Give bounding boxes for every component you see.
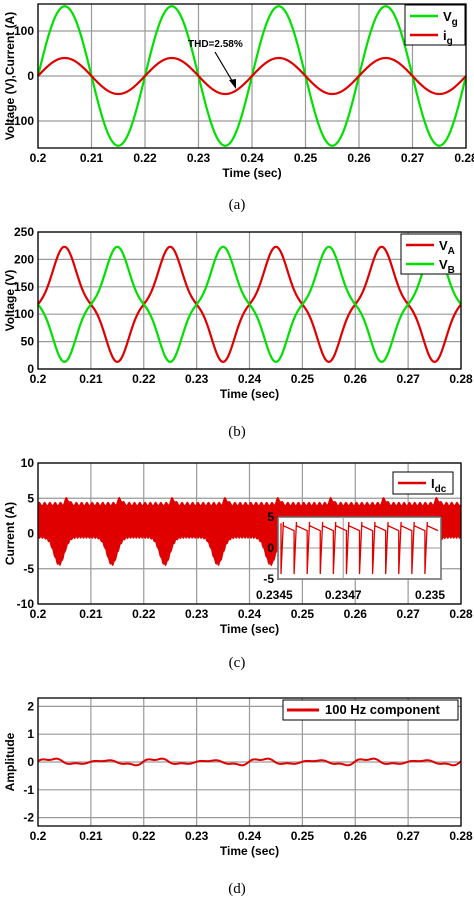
chart-a-x-tick-label: 0.24 <box>240 151 264 165</box>
chart-d-y-tick-label: 2 <box>27 699 34 713</box>
chart-a-legend <box>404 4 466 46</box>
chart-d-legend <box>282 699 459 721</box>
chart-d-x-tick-label: 0.25 <box>291 829 315 843</box>
chart-a-x-tick-label: 0.23 <box>187 151 211 165</box>
chart-b-x-tick-label: 0.28 <box>449 372 473 386</box>
chart-c-inset-series-line <box>280 521 439 575</box>
chart-c-y-tick-label: 0 <box>27 527 34 541</box>
chart-c-x-tick-label: 0.27 <box>396 607 420 621</box>
chart-a-x-axis-label: Time (sec) <box>222 166 281 180</box>
chart-d-y-axis-label: Amplitude <box>3 732 17 791</box>
chart-a-annotation: THD=2.58% <box>188 39 243 50</box>
chart-b-x-axis-label: Time (sec) <box>220 387 279 401</box>
chart-c-inset-y-tick-label: 0 <box>267 541 274 555</box>
chart-c-caption: (c) <box>229 655 246 671</box>
chart-a-caption: (a) <box>229 197 246 213</box>
chart-b-y-tick-label: 100 <box>14 307 34 321</box>
chart-b-caption: (b) <box>228 424 246 440</box>
chart-c-x-tick-label: 0.2 <box>30 607 47 621</box>
chart-a-y-axis-label: Voltage (V),Current (A) <box>3 12 17 140</box>
chart-a-x-tick-label: 0.26 <box>347 151 371 165</box>
chart-d: 0.2 0.21 0.22 0.23 0.24 0.25 0.26 0.27 0.28 -2 -1 0… <box>3 697 473 897</box>
chart-a: 0.2 0.21 0.22 0.23 0.24 0.25 0.26 0.27 0.28 -100 0… <box>3 3 474 213</box>
chart-c-x-axis-label: Time (sec) <box>220 622 279 636</box>
chart-b-y-tick-label: 150 <box>14 280 34 294</box>
chart-b-legend <box>400 233 462 275</box>
chart-a-x-tick-label: 0.27 <box>401 151 425 165</box>
chart-d-frame <box>37 697 462 827</box>
chart-c-y-axis-label: Current (A) <box>3 502 17 565</box>
chart-b-y-tick-label: 200 <box>14 252 34 266</box>
chart-c-inset-y-tick-label: 5 <box>267 510 274 524</box>
chart-c-x-tick-label: 0.23 <box>185 607 209 621</box>
series-line <box>37 56 467 96</box>
chart-d-y-tick-label: -2 <box>23 811 34 825</box>
chart-b-y-axis-label: Voltage (V) <box>3 270 17 332</box>
chart-c-inset: -5 0 5 0.2345 0.2347 0.235 <box>256 510 445 602</box>
chart-b-x-tick-label: 0.21 <box>79 372 103 386</box>
chart-a-annotation-arrow <box>214 51 235 85</box>
chart-a-annotation-arrowhead <box>229 79 236 89</box>
chart-c-x-tick-label: 0.21 <box>79 607 103 621</box>
chart-b-y-tick-label: 50 <box>21 335 35 349</box>
chart-b-frame <box>37 231 462 370</box>
chart-c-y-tick-label: 5 <box>27 491 34 505</box>
chart-b-y-tick-label: 250 <box>14 225 34 239</box>
chart-a-y-tick-label: -100 <box>10 114 34 128</box>
chart-b-x-tick-label: 0.26 <box>344 372 368 386</box>
chart-a-legend-label: ig <box>443 28 453 47</box>
chart-b-x-tick-label: 0.27 <box>396 372 420 386</box>
chart-b-x-tick-label: 0.24 <box>238 372 262 386</box>
chart-c-inset-y-tick-label: -5 <box>263 572 274 586</box>
chart-a-x-tick-label: 0.2 <box>30 151 47 165</box>
chart-c-x-tick-label: 0.25 <box>291 607 315 621</box>
chart-c-y-tick-label: -5 <box>23 562 34 576</box>
chart-d-x-tick-label: 0.26 <box>344 829 368 843</box>
series-line <box>37 245 462 363</box>
chart-b-x-tick-label: 0.23 <box>185 372 209 386</box>
chart-a-frame <box>37 3 467 149</box>
chart-c-x-tick-label: 0.28 <box>449 607 473 621</box>
chart-a-y-tick-label: 0 <box>27 69 34 83</box>
chart-d-y-tick-label: -1 <box>23 783 34 797</box>
chart-c-inset-x-tick-label: 0.2347 <box>325 588 362 602</box>
chart-a-y-tick-label: 100 <box>14 24 34 38</box>
chart-c-x-tick-label: 0.22 <box>132 607 156 621</box>
chart-d-x-tick-label: 0.21 <box>79 829 103 843</box>
chart-d-x-tick-label: 0.27 <box>396 829 420 843</box>
chart-d-caption: (d) <box>228 881 246 897</box>
chart-a-x-tick-label: 0.28 <box>454 151 474 165</box>
chart-d-x-tick-label: 0.24 <box>238 829 262 843</box>
chart-b-y-tick-label: 0 <box>27 362 34 376</box>
chart-a-x-tick-label: 0.21 <box>80 151 104 165</box>
chart-d-x-tick-label: 0.22 <box>132 829 156 843</box>
chart-a-x-tick-label: 0.25 <box>294 151 318 165</box>
chart-a-x-tick-label: 0.22 <box>133 151 157 165</box>
chart-c-y-tick-label: 10 <box>21 456 35 470</box>
chart-b-x-tick-label: 0.25 <box>291 372 315 386</box>
chart-b-x-tick-label: 0.2 <box>30 372 47 386</box>
chart-d-x-axis-label: Time (sec) <box>220 844 279 858</box>
chart-c-inset-x-tick-label: 0.2345 <box>256 588 293 602</box>
chart-d-x-tick-label: 0.2 <box>30 829 47 843</box>
series-line <box>37 757 462 767</box>
chart-d-legend-label: 100 Hz component <box>325 702 441 717</box>
chart-c-y-tick-label: -10 <box>17 597 35 611</box>
chart-d-y-tick-label: 0 <box>27 755 34 769</box>
chart-c-frame <box>37 462 462 605</box>
chart-c-x-tick-label: 0.24 <box>238 607 262 621</box>
chart-d-x-tick-label: 0.23 <box>185 829 209 843</box>
chart-c-x-tick-label: 0.26 <box>344 607 368 621</box>
chart-c: 0.2 0.21 0.22 0.23 0.24 0.25 0.26 0.27 0.28 -10 -5… <box>3 456 473 671</box>
chart-c-inset-x-tick-label: 0.235 <box>415 588 445 602</box>
chart-d-x-tick-label: 0.28 <box>449 829 473 843</box>
chart-b: 0.2 0.21 0.22 0.23 0.24 0.25 0.26 0.27 0.28 0 50 10… <box>3 225 473 440</box>
chart-b-x-tick-label: 0.22 <box>132 372 156 386</box>
chart-d-y-tick-label: 1 <box>27 727 34 741</box>
